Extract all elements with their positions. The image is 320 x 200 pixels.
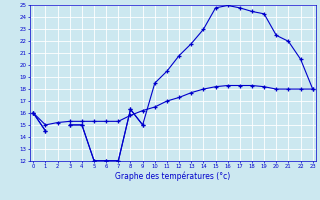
X-axis label: Graphe des températures (°c): Graphe des températures (°c)	[116, 171, 231, 181]
